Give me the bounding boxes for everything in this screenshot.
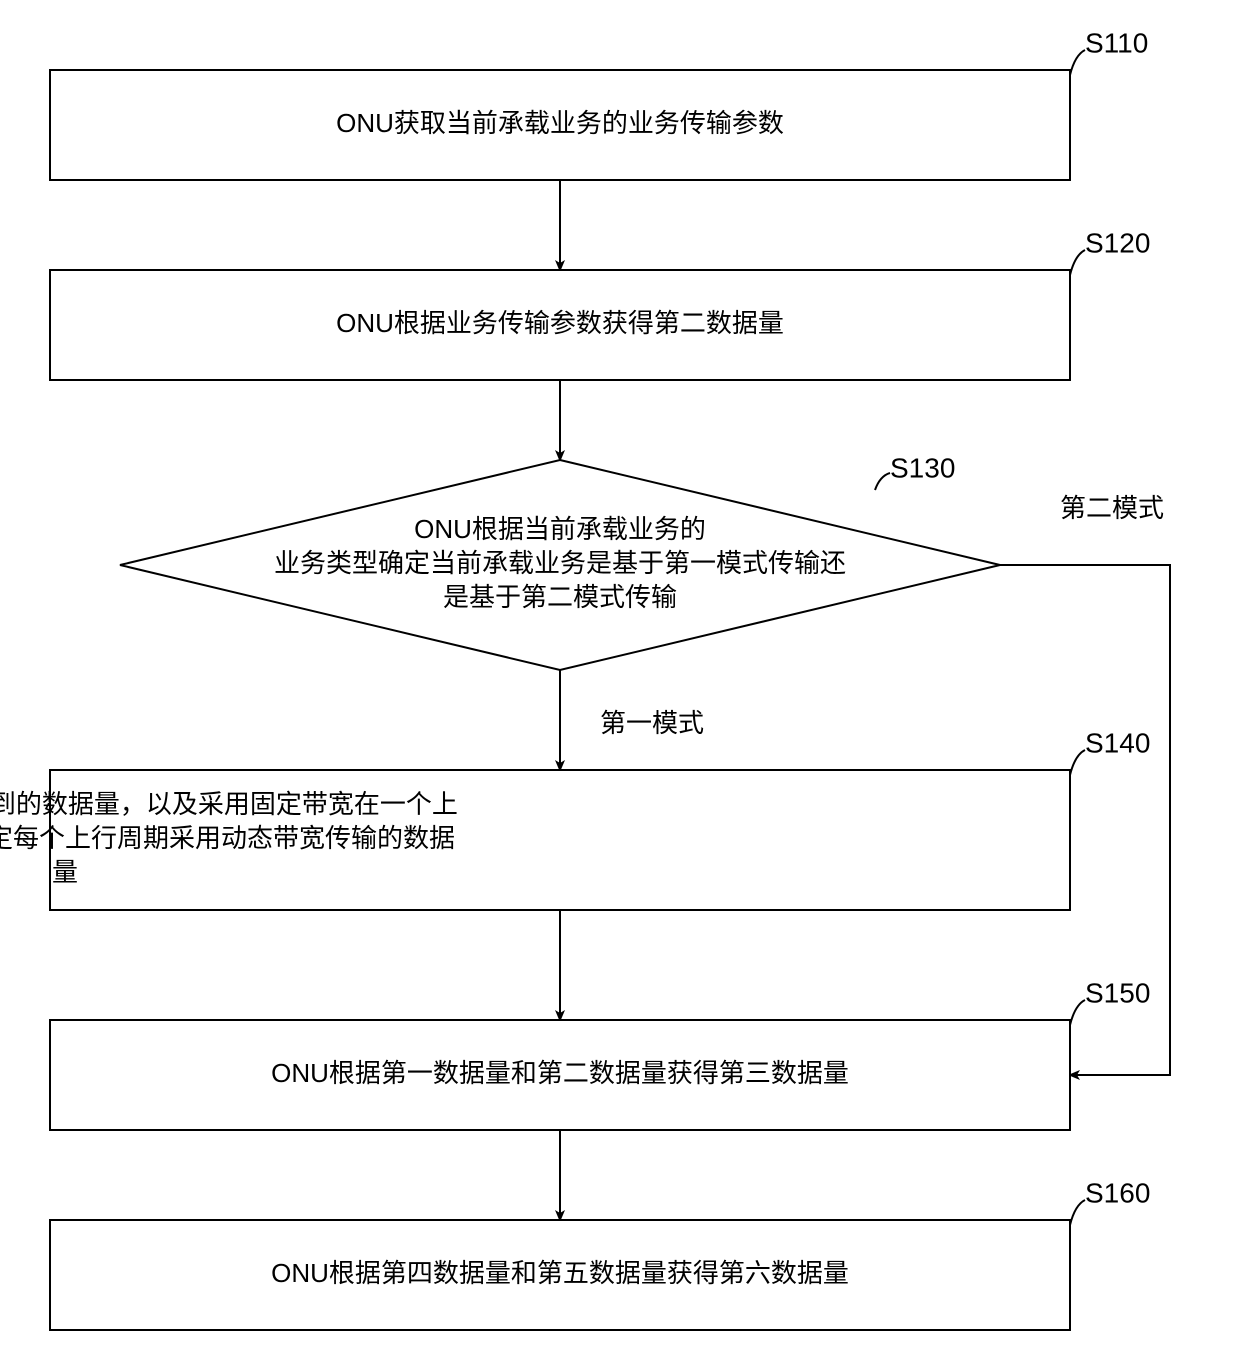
node-s150-id-label: S150 [1085,977,1150,1008]
label-connector-s120 [1070,250,1085,275]
label-connector-s160 [1070,1200,1085,1225]
label-connector-s110 [1070,50,1085,75]
node-s130-text-line-1: 业务类型确定当前承载业务是基于第一模式传输还 [274,548,846,578]
node-s140-text-line-1: 行周期所传输的数据量，确定每个上行周期采用动态带宽传输的数据 [0,823,455,853]
node-s130-text-line-2: 是基于第二模式传输 [443,582,677,612]
label-connector-s150 [1070,1000,1085,1025]
flowchart-diagram: 第一模式 第二模式 ONU获取当前承载业务的业务传输参数 S110 ONU根据业务传输参… [0,0,1240,1366]
node-s140-text-line-0: ONU根据每个上行周期接收到的数据量，以及采用固定带宽在一个上 [0,789,458,819]
node-s110-id-label: S110 [1085,27,1148,58]
node-s120-text-line-0: ONU根据业务传输参数获得第二数据量 [336,308,784,338]
node-s140-text-line-2: 量 [52,857,78,887]
node-s120-id-label: S120 [1085,227,1150,258]
node-s160-id-label: S160 [1085,1177,1150,1208]
label-connector-s130 [875,473,890,490]
edge-label-s130-s140: 第一模式 [600,708,704,738]
node-s130-text-line-0: ONU根据当前承载业务的 [414,514,706,544]
edge-label-s130-s150: 第二模式 [1060,493,1164,523]
node-s140-id-label: S140 [1085,727,1150,758]
node-s150-text-line-0: ONU根据第一数据量和第二数据量获得第三数据量 [271,1058,849,1088]
node-s130-id-label: S130 [890,452,955,483]
label-connector-s140 [1070,750,1085,775]
node-s160-text-line-0: ONU根据第四数据量和第五数据量获得第六数据量 [271,1258,849,1288]
node-s110-text-line-0: ONU获取当前承载业务的业务传输参数 [336,108,784,138]
